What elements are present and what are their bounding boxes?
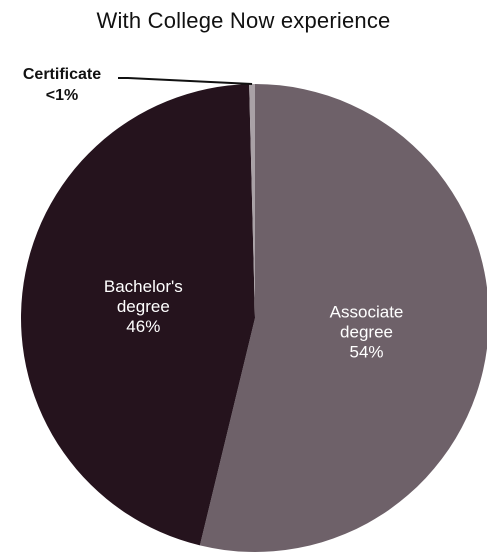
pie-labels: Associate degree 54% Bachelor's degree 46% xyxy=(104,277,403,361)
slice-certificate xyxy=(249,84,255,318)
slice-bachelor-s-degree xyxy=(20,84,256,546)
label-associate-degree: Associate degree 54% xyxy=(330,302,404,361)
chart-title: With College Now experience xyxy=(96,8,391,33)
slice-associate-degree xyxy=(199,84,487,552)
label-certificate: Certificate <1% xyxy=(23,66,101,104)
label-bachelor-s-degree: Bachelor's degree 46% xyxy=(104,277,183,336)
pie-slices xyxy=(20,84,487,552)
callout-leader-line xyxy=(118,77,253,86)
certificate-callout: Certificate <1% xyxy=(23,66,253,104)
